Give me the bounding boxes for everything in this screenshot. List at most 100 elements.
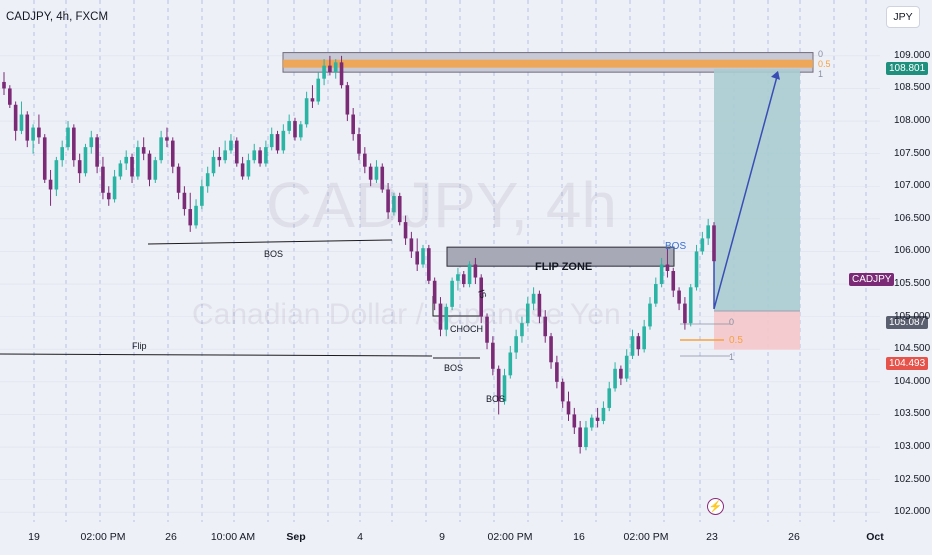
flip-label: Flip <box>132 341 147 351</box>
candle-body-70 <box>409 238 414 252</box>
candle-body-30 <box>176 166 181 193</box>
flip-zone-box <box>446 246 675 267</box>
fib-top-05: 0.5 <box>818 59 831 69</box>
bos-label-mid: BOS <box>486 394 506 404</box>
y-tick-label: 102.000 <box>894 506 931 518</box>
candle-body-29 <box>170 140 175 167</box>
candle-body-2 <box>13 104 18 131</box>
lightning-event-icon[interactable]: ⚡ <box>707 498 724 515</box>
candle-body-52 <box>304 98 309 125</box>
candle-body-6 <box>37 127 41 138</box>
x-tick-label: Sep <box>286 531 306 543</box>
candle-body-43 <box>252 150 257 161</box>
candle-body-119 <box>694 251 699 288</box>
candle-body-82 <box>479 277 484 317</box>
candle-body-56 <box>328 65 332 73</box>
x-tick-label: 4 <box>357 531 363 543</box>
candle-body-3 <box>19 114 24 131</box>
candle-body-97 <box>566 401 571 415</box>
candle-body-91 <box>531 293 536 304</box>
candle-body-23 <box>136 147 140 177</box>
candle-body-117 <box>683 303 687 324</box>
candle-body-99 <box>578 427 582 448</box>
candle-body-12 <box>72 127 76 161</box>
candle-body-68 <box>397 196 402 223</box>
candle-body-9 <box>54 160 59 190</box>
candle-body-111 <box>648 303 652 327</box>
candle-body-22 <box>130 156 134 177</box>
bos-label-blue: BOS <box>665 241 687 252</box>
candle-body-108 <box>630 336 635 356</box>
candle-body-105 <box>613 368 617 389</box>
candle-body-81 <box>473 264 478 278</box>
candle-body-80 <box>467 264 472 285</box>
candle-body-51 <box>298 124 303 138</box>
candle-body-8 <box>48 179 53 190</box>
candle-body-64 <box>374 166 379 180</box>
candle-body-1 <box>8 88 12 105</box>
candle-body-46 <box>269 134 274 148</box>
candle-body-72 <box>421 248 425 265</box>
candle-body-85 <box>496 368 501 402</box>
candle-body-53 <box>310 98 315 102</box>
fib-bottom-1: 1 <box>729 352 735 362</box>
candle-body-104 <box>607 388 612 408</box>
candle-body-73 <box>427 248 431 281</box>
x-tick-label: 26 <box>165 531 177 543</box>
candle-body-39 <box>229 140 233 151</box>
candle-body-49 <box>287 121 291 131</box>
y-tick-label: 104.500 <box>894 343 931 355</box>
candle-body-41 <box>240 163 245 177</box>
candle-body-96 <box>560 381 565 402</box>
candle-body-55 <box>322 65 326 79</box>
currency-button[interactable]: JPY <box>886 6 920 28</box>
candle-body-59 <box>345 85 350 115</box>
candle-body-45 <box>264 147 268 164</box>
candle-body-94 <box>549 336 553 363</box>
x-tick-label: 19 <box>28 531 40 543</box>
x-tick-label: 10:00 AM <box>210 531 256 543</box>
candle-body-78 <box>456 274 460 281</box>
x-tick-label: 02:00 PM <box>623 531 669 543</box>
candle-body-58 <box>339 62 344 86</box>
x-tick-label: 26 <box>788 531 800 543</box>
y-tick-label: 103.000 <box>894 441 931 453</box>
y-tick-label: 104.000 <box>894 375 931 387</box>
supply-zone-mid <box>283 59 813 68</box>
y-tick-label: 105.000 <box>894 310 931 322</box>
candle-body-50 <box>293 121 297 138</box>
x-tick-label: 02:00 PM <box>487 531 533 543</box>
y-tick-label: 107.500 <box>894 147 931 159</box>
candle-body-112 <box>653 284 658 304</box>
stop-zone <box>714 310 800 350</box>
x-tick-label: 23 <box>706 531 718 543</box>
candle-body-69 <box>403 222 408 239</box>
candle-body-35 <box>205 173 210 187</box>
candle-body-120 <box>700 238 705 252</box>
y-tick-label: 106.500 <box>894 212 931 224</box>
candle-body-18 <box>106 192 111 200</box>
candle-body-93 <box>543 316 548 337</box>
y-tick-label: 108.000 <box>894 115 931 127</box>
target-zone <box>714 68 800 311</box>
candle-body-63 <box>368 166 373 180</box>
candle-body-74 <box>432 280 437 304</box>
candle-body-33 <box>194 205 198 226</box>
candle-body-95 <box>555 362 559 382</box>
candle-body-11 <box>66 127 70 148</box>
bos-line-left <box>147 239 393 245</box>
candle-body-106 <box>619 368 623 379</box>
y-tick-label: 105.500 <box>894 278 931 290</box>
candle-body-24 <box>141 147 146 154</box>
candle-body-21 <box>124 156 129 164</box>
candle-body-84 <box>491 342 495 369</box>
x-tick-label: 9 <box>439 531 445 543</box>
fib-bottom-05: 0.5 <box>729 335 743 346</box>
candle-body-28 <box>165 137 169 141</box>
candle-body-109 <box>636 336 641 350</box>
y-tick-label: 107.000 <box>894 180 931 192</box>
candle-body-76 <box>444 306 449 330</box>
bos-label-low: BOS <box>444 363 464 373</box>
